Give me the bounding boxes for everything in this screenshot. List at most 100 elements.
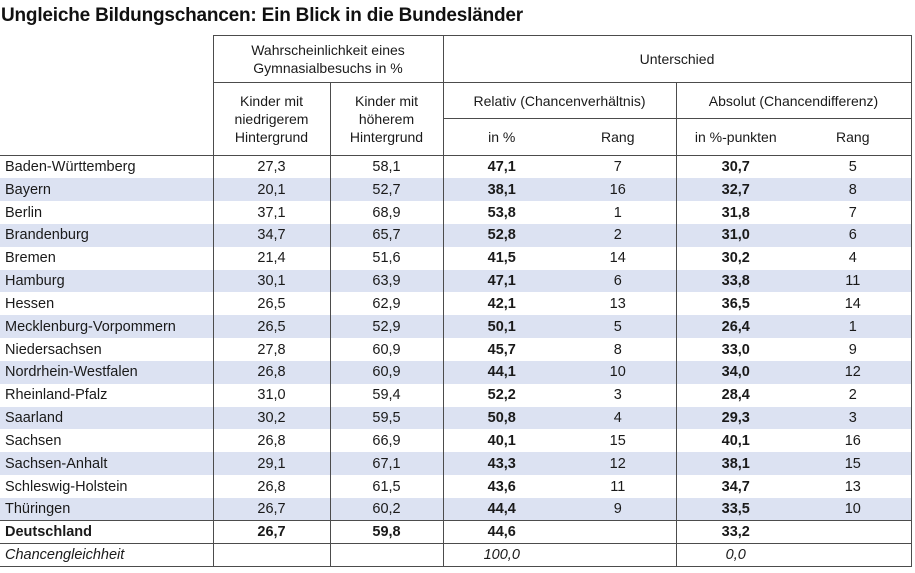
header-row-units: in % Rang in %-punkten Rang xyxy=(0,118,912,156)
cell-high-background: 60,9 xyxy=(330,338,444,361)
row-label: Bayern xyxy=(0,178,214,202)
cell-absolute-rank: 3 xyxy=(795,406,912,430)
cell-low-background: 37,1 xyxy=(213,201,331,224)
cell-relative-pct: 43,3 xyxy=(443,452,560,476)
cell-absolute-rank: 15 xyxy=(795,452,912,476)
cell-relative-rank: 13 xyxy=(560,292,677,316)
cell-absolute-pct: 33,0 xyxy=(721,341,750,358)
row-label: Hessen xyxy=(0,292,214,316)
cell-absolute-rank: 16 xyxy=(795,429,912,453)
cell-absolute-rank: 2 xyxy=(795,383,912,407)
cell-relative-rank: 8 xyxy=(560,338,677,361)
cell-low-background: 26,8 xyxy=(213,475,331,498)
col-header-absolute-pct: in %-punkten xyxy=(676,118,795,156)
row-label: Schleswig-Holstein xyxy=(0,475,214,498)
row-label: Rheinland-Pfalz xyxy=(0,383,214,407)
cell-relative-pct: 50,8 xyxy=(443,406,560,430)
cell-high-background: 61,5 xyxy=(330,475,444,498)
cell-high-background xyxy=(330,543,444,567)
table-row: Deutschland 26,7 59,8 44,6 33,2 xyxy=(0,520,912,544)
cell-relative-rank: 14 xyxy=(560,246,677,270)
cell-low-background: 27,3 xyxy=(213,155,331,179)
row-label: Bremen xyxy=(0,246,214,270)
col-header-absolute-rank: Rang xyxy=(795,118,912,156)
col-header-relative-rank: Rang xyxy=(560,118,677,156)
cell-relative-rank: 10 xyxy=(560,360,677,384)
row-label: Niedersachsen xyxy=(0,338,214,361)
cell-low-background: 26,8 xyxy=(213,429,331,453)
cell-relative-pct: 38,1 xyxy=(443,178,560,202)
table-row: Bayern 20,1 52,7 38,1 16 32,7 8 xyxy=(0,178,912,202)
cell-low-background: 30,2 xyxy=(213,406,331,430)
cell-relative-pct: 44,1 xyxy=(443,360,560,384)
cell-relative-pct: 42,1 xyxy=(487,295,516,312)
cell-relative-pct: 100,0 xyxy=(443,543,560,567)
cell-high-background: 60,2 xyxy=(330,497,444,521)
cell-relative-rank: 5 xyxy=(560,315,677,339)
row-label: Nordrhein-Westfalen xyxy=(0,360,214,384)
cell-relative-rank: 1 xyxy=(560,201,677,224)
cell-high-background: 66,9 xyxy=(330,429,444,453)
cell-absolute-rank: 12 xyxy=(795,360,912,384)
row-label: Thüringen xyxy=(0,497,214,521)
cell-absolute-pct: 28,4 xyxy=(721,387,750,404)
row-label: Hamburg xyxy=(0,269,214,293)
table-row: Hessen 26,5 62,9 42,1 13 36,5 14 xyxy=(0,292,912,316)
cell-relative-rank: 12 xyxy=(560,452,677,476)
cell-absolute-rank xyxy=(795,520,912,544)
row-label: Deutschland xyxy=(0,520,214,544)
cell-low-background: 26,7 xyxy=(213,520,331,544)
table-row: Mecklenburg-Vorpommern 26,5 52,9 50,1 5 26,4 1 xyxy=(0,315,912,339)
cell-low-background: 26,5 xyxy=(213,315,331,339)
table-row: Schleswig-Holstein 26,8 61,5 43,6 11 34,7 13 xyxy=(0,475,912,498)
row-label: Saarland xyxy=(0,406,214,430)
cell-relative-pct: 44,6 xyxy=(443,520,560,544)
cell-relative-pct: 53,8 xyxy=(487,204,516,221)
cell-absolute-rank: 4 xyxy=(795,246,912,270)
cell-absolute-pct: 40,1 xyxy=(721,432,750,449)
table-row: Chancengleichheit 100,0 0,0 xyxy=(0,543,912,567)
cell-absolute-pct: 33,2 xyxy=(676,520,795,544)
cell-relative-rank: 7 xyxy=(560,155,677,179)
cell-absolute-pct: 0,0 xyxy=(676,543,795,567)
cell-high-background: 63,9 xyxy=(330,269,444,293)
cell-absolute-rank: 9 xyxy=(795,338,912,361)
cell-low-background xyxy=(213,543,331,567)
header-row-subgroups: Kinder mit niedrigerem Hintergrund Kinde… xyxy=(0,82,912,156)
cell-relative-pct: 47,1 xyxy=(487,159,516,176)
cell-absolute-rank: 11 xyxy=(795,269,912,293)
table-row: Brandenburg 34,7 65,7 52,8 2 31,0 6 xyxy=(0,223,912,247)
cell-relative-rank: 15 xyxy=(560,429,677,453)
cell-low-background: 21,4 xyxy=(213,246,331,270)
infographic-page: Ungleiche Bildungschancen: Ein Blick in … xyxy=(0,3,915,573)
cell-relative-pct: 52,8 xyxy=(443,223,560,247)
cell-absolute-pct: 30,2 xyxy=(721,250,750,267)
corner-cell xyxy=(0,35,214,156)
cell-high-background: 62,9 xyxy=(330,292,444,316)
cell-relative-rank: 11 xyxy=(560,475,677,498)
cell-absolute-pct: 33,8 xyxy=(676,269,795,293)
cell-relative-pct: 44,4 xyxy=(443,497,560,521)
cell-relative-pct: 40,1 xyxy=(487,432,516,449)
cell-absolute-pct: 34,7 xyxy=(721,478,750,495)
table-row: Thüringen 26,7 60,2 44,4 9 33,5 10 xyxy=(0,497,912,521)
cell-absolute-rank: 1 xyxy=(795,315,912,339)
cell-absolute-pct: 38,1 xyxy=(676,452,795,476)
cell-low-background: 27,8 xyxy=(213,338,331,361)
cell-relative-rank: 3 xyxy=(560,383,677,407)
cell-relative-rank: 2 xyxy=(560,223,677,247)
row-label: Baden-Württemberg xyxy=(0,155,214,179)
cell-high-background: 59,8 xyxy=(330,520,444,544)
cell-high-background: 52,9 xyxy=(330,315,444,339)
row-label: Sachsen xyxy=(0,429,214,453)
page-title: Ungleiche Bildungschancen: Ein Blick in … xyxy=(1,5,523,26)
cell-absolute-pct: 32,7 xyxy=(676,178,795,202)
cell-high-background: 68,9 xyxy=(330,201,444,224)
col-group-probability: Wahrscheinlichkeit eines Gymnasialbesuch… xyxy=(213,35,444,83)
table-row: Saarland 30,2 59,5 50,8 4 29,3 3 xyxy=(0,406,912,430)
cell-high-background: 60,9 xyxy=(330,360,444,384)
col-header-high-background: Kinder mit höherem Hintergrund xyxy=(330,82,444,156)
cell-relative-rank: 16 xyxy=(560,178,677,202)
table-row: Nordrhein-Westfalen 26,8 60,9 44,1 10 34,0 12 xyxy=(0,360,912,384)
cell-absolute-pct: 30,7 xyxy=(721,159,750,176)
